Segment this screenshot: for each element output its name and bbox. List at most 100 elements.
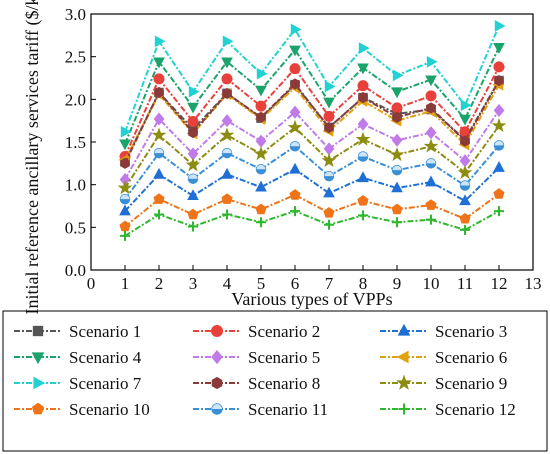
x-tick-label: 0 <box>87 274 96 293</box>
data-point <box>493 188 505 199</box>
data-point <box>391 87 403 99</box>
legend-item: Scenario 11 <box>193 400 328 419</box>
data-point <box>120 125 132 138</box>
legend-item: Scenario 3 <box>380 322 507 341</box>
data-point <box>392 111 402 123</box>
series-line <box>124 144 500 200</box>
data-point <box>425 175 437 187</box>
data-point <box>187 102 199 114</box>
x-tick-label: 5 <box>257 274 266 293</box>
series-11 <box>119 140 505 205</box>
series-7 <box>120 20 506 138</box>
data-point <box>396 374 412 390</box>
data-point <box>494 75 504 87</box>
data-point <box>357 80 369 92</box>
data-point <box>357 117 369 131</box>
data-point <box>457 165 473 180</box>
series-line <box>124 25 500 133</box>
data-point <box>323 206 335 218</box>
legend-label: Scenario 2 <box>248 322 320 341</box>
x-tick-label: 3 <box>189 274 198 293</box>
data-point <box>425 75 437 87</box>
legend-item: Scenario 6 <box>380 348 507 367</box>
series-3 <box>119 161 505 216</box>
x-tick-label: 7 <box>325 274 334 293</box>
legend-label: Scenario 4 <box>69 348 142 367</box>
data-point <box>425 199 437 210</box>
data-point <box>255 203 267 215</box>
data-point <box>321 152 337 168</box>
data-point <box>397 323 411 336</box>
data-point <box>222 87 232 99</box>
data-point <box>211 325 223 337</box>
data-point-highlight <box>256 164 266 170</box>
series-line <box>124 166 500 212</box>
x-tick-label: 9 <box>393 274 402 293</box>
data-point-highlight <box>324 171 334 177</box>
data-point <box>221 114 233 128</box>
data-point <box>119 220 131 232</box>
data-point <box>425 126 437 140</box>
x-tick-label: 12 <box>491 274 508 293</box>
data-point <box>459 154 471 168</box>
data-point <box>222 209 232 220</box>
data-point <box>290 23 302 36</box>
legend-frame <box>2 310 548 452</box>
data-point <box>392 217 402 228</box>
data-point <box>324 80 336 93</box>
data-point-highlight <box>460 181 470 186</box>
data-point <box>425 90 437 102</box>
series-12 <box>120 206 504 241</box>
data-point <box>493 161 505 172</box>
y-tick-label: 2.5 <box>65 48 86 67</box>
y-tick-label: 1.5 <box>65 133 86 152</box>
series-10 <box>119 188 505 232</box>
data-point-highlight <box>290 141 300 147</box>
y-tick-label: 1.0 <box>65 176 86 195</box>
legend-label: Scenario 6 <box>435 348 507 367</box>
plot-area: 0.00.51.01.52.02.53.0 0 1 2 3 4 5 6 7 8 9 10 11 12 13 <box>65 5 542 293</box>
data-point <box>120 157 130 169</box>
data-point <box>188 127 198 139</box>
legend-item: Scenario 2 <box>193 322 320 341</box>
series-9 <box>117 117 507 195</box>
data-point <box>289 162 301 174</box>
data-point <box>358 210 368 221</box>
data-point <box>494 206 504 217</box>
series-line <box>124 66 500 157</box>
series-2 <box>119 61 505 163</box>
legend-item: Scenario 12 <box>380 400 516 419</box>
legend-item: Scenario 10 <box>14 400 150 419</box>
data-point <box>323 186 335 198</box>
data-point <box>389 147 405 162</box>
data-point <box>188 221 198 232</box>
series-5 <box>119 103 505 187</box>
data-point-highlight <box>188 174 198 179</box>
data-point <box>460 135 470 147</box>
data-point <box>255 100 267 112</box>
data-point <box>119 204 131 216</box>
data-point <box>355 131 371 146</box>
data-point-highlight <box>426 158 436 164</box>
legend-item: Scenario 1 <box>14 322 141 341</box>
legend-label: Scenario 1 <box>69 322 141 341</box>
series-line <box>124 210 500 237</box>
data-point <box>459 114 471 126</box>
data-point <box>426 102 436 114</box>
series-line <box>124 193 500 228</box>
data-point <box>120 230 130 241</box>
data-point <box>256 111 266 123</box>
y-axis-label: Initial reference ancillary services tar… <box>22 0 43 314</box>
data-point <box>392 69 404 82</box>
data-point <box>187 189 199 200</box>
legend: Scenario 1 Scenario 2 Scenario 3 Scenario 4… <box>2 310 548 452</box>
data-point <box>391 181 403 193</box>
data-point <box>426 55 438 68</box>
data-point <box>255 134 267 148</box>
data-point <box>32 325 44 337</box>
data-point-highlight <box>212 404 222 409</box>
data-point <box>398 403 410 415</box>
legend-label: Scenario 3 <box>435 322 507 341</box>
x-tick-label: 8 <box>359 274 368 293</box>
data-point <box>33 376 46 390</box>
